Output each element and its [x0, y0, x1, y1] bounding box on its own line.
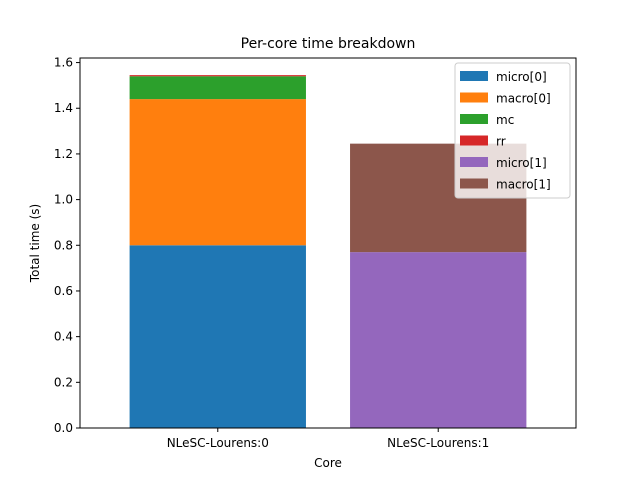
legend-label: macro[1] — [496, 178, 551, 192]
x-axis: NLeSC-Lourens:0 NLeSC-Lourens:1 — [167, 428, 489, 450]
legend-label: rr — [496, 135, 506, 149]
x-tick-label: NLeSC-Lourens:0 — [167, 436, 269, 450]
y-tick-label: 1.0 — [54, 193, 73, 207]
bar-micro-1--1 — [350, 252, 527, 428]
legend-label: macro[0] — [496, 92, 551, 106]
plot-frame — [79, 57, 577, 429]
legend-label: mc — [496, 113, 514, 127]
bar-rr-0 — [129, 75, 306, 77]
y-tick-label: 0.6 — [54, 284, 73, 298]
legend-swatch — [460, 114, 488, 124]
legend-swatch — [460, 178, 488, 189]
y-tick-label: 0.0 — [54, 421, 73, 435]
y-tick-label: 0.4 — [54, 330, 73, 344]
legend: micro[0] macro[0] mc rr micro[1] macro[1] — [454, 62, 571, 199]
y-axis: 0.0 0.2 0.4 0.6 0.8 1.0 1.2 1.4 1.6 — [54, 56, 80, 435]
y-tick-label: 1.2 — [54, 147, 73, 161]
x-axis-label: Core — [314, 456, 342, 470]
bar-macro-0--0 — [129, 99, 306, 246]
y-tick-label: 0.8 — [54, 238, 73, 252]
legend-swatch — [460, 135, 488, 146]
bar-micro-0--0 — [129, 245, 306, 428]
y-axis-label: Total time (s) — [28, 204, 42, 283]
y-tick-label: 0.2 — [54, 375, 73, 389]
legend-swatch — [460, 92, 488, 103]
x-tick-label: NLeSC-Lourens:1 — [387, 436, 489, 450]
legend-label: micro[0] — [496, 70, 547, 84]
chart-title: Per-core time breakdown — [241, 36, 416, 52]
y-tick-label: 1.4 — [54, 101, 73, 115]
legend-swatch — [460, 71, 488, 81]
y-tick-label: 1.6 — [54, 56, 73, 70]
bar-mc-0 — [129, 76, 306, 100]
legend-swatch — [460, 157, 488, 167]
legend-label: micro[1] — [496, 156, 547, 170]
